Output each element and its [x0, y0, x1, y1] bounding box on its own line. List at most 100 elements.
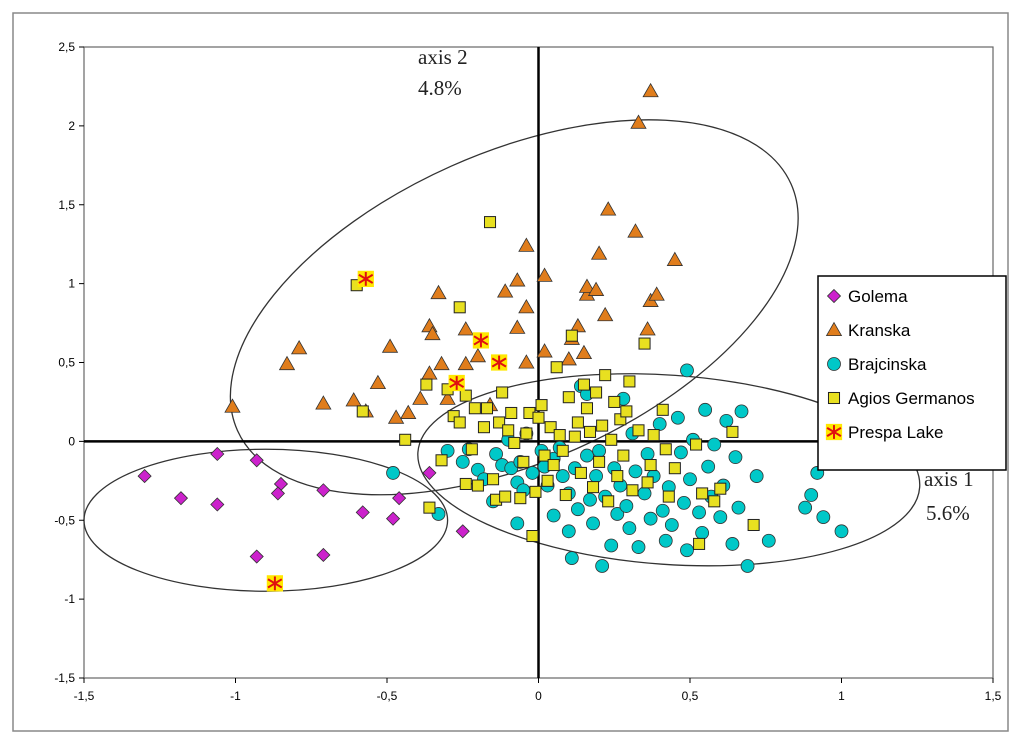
point-kranska	[469, 347, 487, 363]
point-agios-germanos	[565, 329, 578, 342]
x-tick-label: 0,5	[682, 689, 699, 703]
point-brajcinska	[619, 499, 634, 513]
point-agios-germanos	[453, 301, 466, 314]
point-golema	[316, 547, 331, 563]
point-prespa-lake	[448, 374, 465, 392]
legend-marker-kranska	[825, 321, 843, 337]
x-tick-label: -1	[230, 689, 241, 703]
point-kranska	[536, 267, 553, 282]
point-kranska	[569, 317, 587, 333]
x-tick-label: 1	[838, 689, 845, 703]
point-agios-germanos	[614, 413, 627, 426]
point-golema	[385, 511, 401, 526]
point-agios-germanos	[556, 444, 569, 457]
point-brajcinska	[564, 551, 579, 566]
point-brajcinska	[589, 469, 603, 483]
y-tick-label: -0,5	[54, 513, 75, 527]
x-tick-label: 1,5	[985, 689, 1002, 703]
point-agios-germanos	[559, 488, 572, 502]
point-agios-germanos	[668, 462, 681, 475]
point-brajcinska	[674, 445, 688, 460]
y-tick-label: -1	[64, 592, 75, 606]
point-agios-germanos	[508, 436, 521, 449]
point-agios-germanos	[623, 375, 636, 388]
point-golema	[210, 446, 225, 462]
point-agios-germanos	[632, 424, 645, 437]
point-golema	[355, 505, 370, 520]
axis1-label: axis 1	[924, 467, 974, 491]
x-tick-label: -0,5	[377, 689, 398, 703]
point-agios-germanos	[708, 495, 721, 508]
point-agios-germanos	[483, 216, 497, 229]
asterisk-stroke	[358, 273, 374, 284]
point-kranska	[457, 321, 474, 336]
point-agios-germanos	[659, 443, 672, 456]
point-agios-germanos	[453, 416, 466, 429]
point-kranska	[575, 344, 593, 360]
point-agios-germanos	[420, 378, 433, 391]
point-golema	[455, 524, 470, 539]
asterisk-stroke	[449, 378, 465, 389]
point-agios-germanos	[577, 378, 590, 391]
point-kranska	[439, 390, 456, 405]
point-brajcinska	[749, 469, 764, 483]
point-agios-germanos	[590, 386, 603, 399]
point-agios-germanos	[526, 530, 539, 543]
point-brajcinska	[592, 443, 606, 458]
point-agios-germanos	[617, 449, 630, 462]
point-brajcinska	[637, 486, 652, 501]
point-kranska	[315, 395, 332, 410]
point-kranska	[642, 82, 659, 98]
point-agios-germanos	[611, 470, 624, 483]
point-agios-germanos	[468, 402, 481, 415]
point-agios-germanos	[568, 430, 581, 443]
y-tick-label: 1,5	[58, 198, 75, 212]
point-agios-germanos	[571, 416, 584, 429]
point-kranska	[433, 355, 450, 371]
point-golema	[210, 497, 225, 512]
point-agios-germanos	[553, 429, 566, 442]
point-prespa-lake	[472, 332, 490, 349]
point-brajcinska	[525, 466, 540, 480]
point-brajcinska	[604, 538, 619, 553]
legend-label-brajcinska: Brajcinska	[848, 355, 927, 374]
legend-marker-brajcinska	[827, 357, 841, 371]
point-kranska	[224, 398, 241, 413]
point-agios-germanos	[535, 399, 548, 412]
point-kranska	[648, 286, 665, 301]
point-agios-germanos	[499, 490, 512, 503]
point-agios-germanos	[696, 487, 709, 500]
point-brajcinska	[583, 492, 597, 507]
point-agios-germanos	[544, 421, 557, 434]
point-brajcinska	[719, 413, 734, 428]
point-kranska	[509, 319, 526, 334]
point-brajcinska	[816, 510, 831, 524]
legend-box	[817, 275, 1007, 471]
point-agios-germanos	[693, 537, 706, 550]
axis2-percent: 4.8%	[418, 76, 462, 100]
point-agios-germanos	[662, 490, 675, 503]
point-brajcinska	[731, 500, 746, 515]
point-agios-germanos	[726, 425, 739, 438]
point-golema	[249, 453, 264, 468]
point-agios-germanos	[644, 459, 657, 472]
point-agios-germanos	[602, 495, 615, 508]
point-agios-germanos	[656, 403, 669, 416]
legend-label-golema: Golema	[848, 287, 908, 306]
point-agios-germanos	[505, 406, 518, 420]
point-brajcinska	[707, 437, 722, 452]
point-brajcinska	[680, 543, 694, 558]
y-tick-label: 0	[68, 434, 75, 448]
point-kranska	[290, 340, 308, 355]
axis2-label: axis 2	[418, 45, 468, 69]
point-kranska	[518, 354, 535, 369]
point-brajcinska	[555, 469, 570, 483]
point-brajcinska	[658, 533, 673, 548]
point-kranska	[590, 245, 608, 260]
point-agios-germanos	[605, 433, 618, 446]
y-tick-label: 2	[68, 119, 75, 133]
point-agios-germanos	[593, 455, 606, 468]
point-agios-germanos	[641, 476, 654, 489]
point-brajcinska	[652, 417, 667, 431]
point-brajcinska	[561, 524, 576, 539]
